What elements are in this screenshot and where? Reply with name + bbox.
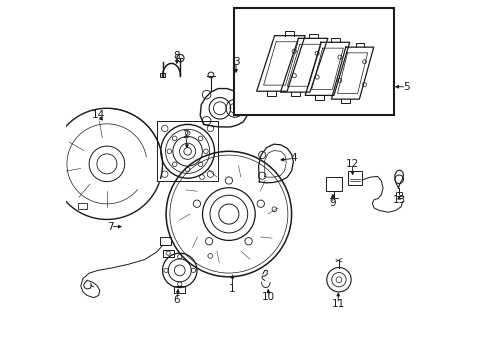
Text: 1: 1 — [229, 284, 236, 294]
Text: 3: 3 — [233, 57, 239, 67]
Text: 2: 2 — [182, 130, 189, 140]
Bar — [326, 177, 342, 191]
Text: 10: 10 — [262, 292, 275, 302]
Bar — [234, 8, 394, 116]
Text: 9: 9 — [330, 198, 336, 208]
Text: 13: 13 — [392, 195, 406, 205]
Text: 7: 7 — [107, 222, 114, 231]
Bar — [348, 171, 362, 185]
Bar — [396, 192, 402, 196]
Bar — [160, 237, 171, 244]
Bar — [57, 178, 65, 184]
Bar — [160, 73, 166, 77]
Text: 14: 14 — [91, 111, 104, 121]
Text: 11: 11 — [332, 299, 345, 309]
Text: 5: 5 — [403, 82, 410, 92]
Text: 12: 12 — [346, 159, 359, 169]
Bar — [163, 249, 174, 257]
Text: 4: 4 — [290, 153, 297, 163]
Bar — [174, 286, 185, 293]
Text: 6: 6 — [173, 295, 180, 305]
Text: 8: 8 — [173, 51, 180, 61]
Bar — [78, 203, 87, 209]
